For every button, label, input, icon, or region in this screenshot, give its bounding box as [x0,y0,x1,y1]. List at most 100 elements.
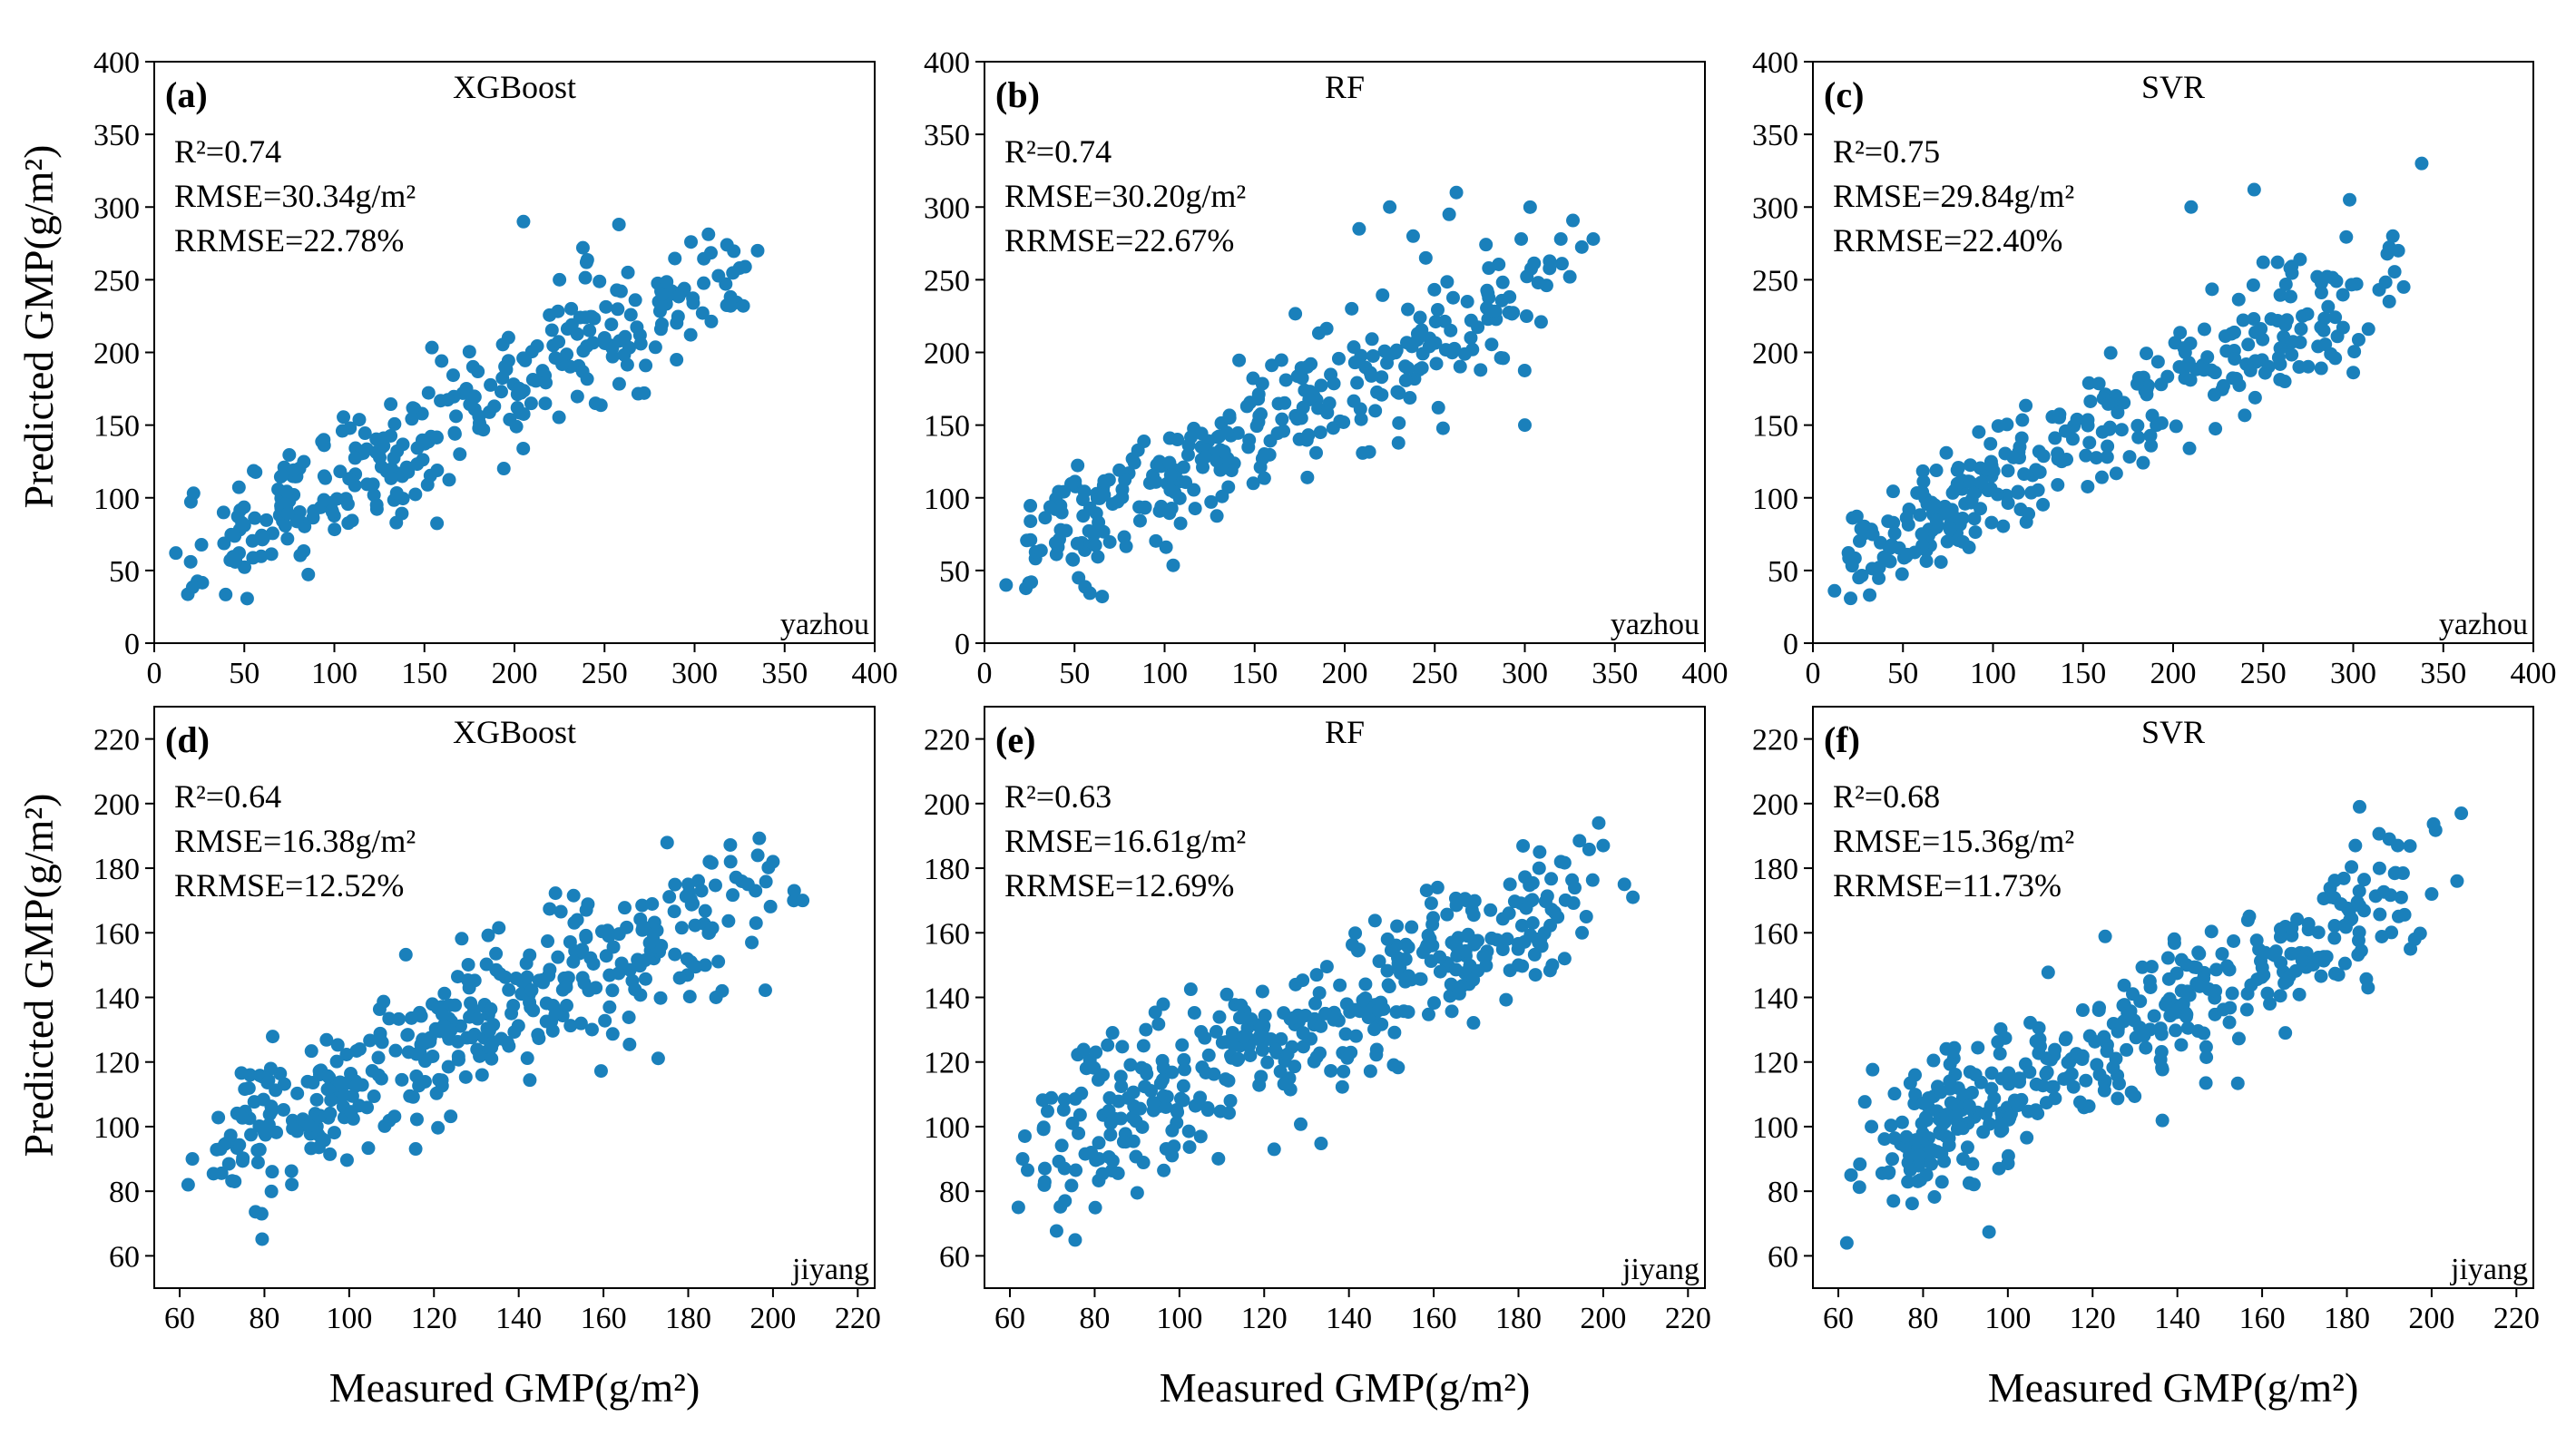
data-point [588,396,602,411]
data-point [1971,1040,1985,1055]
x-tick-label: 50 [1059,657,1090,690]
data-point [363,1033,377,1048]
data-point [630,320,644,335]
data-point [181,1177,195,1192]
data-point [581,897,595,912]
data-point [1116,1135,1131,1149]
data-point [1872,571,1886,585]
data-point [1445,935,1459,950]
stat-line: R²=0.74 [174,133,281,170]
data-point [382,1011,397,1026]
data-point [1280,1047,1295,1061]
data-point [495,337,510,352]
data-point [593,1064,608,1079]
x-tick-label: 400 [2511,657,2557,690]
stat-line: R²=0.63 [1004,778,1112,815]
data-point [2273,288,2287,302]
data-point [1877,1132,1892,1147]
data-point [2388,865,2403,880]
data-point [459,381,474,396]
data-point [260,513,274,527]
data-point [726,888,740,903]
data-point [1151,1017,1166,1031]
data-point [1464,313,1478,327]
data-point [2320,269,2335,284]
y-tick-label: 400 [1752,46,1798,80]
data-point [2348,838,2363,853]
data-point [410,457,425,472]
data-point [1845,559,1859,573]
data-point [1503,289,1517,304]
y-tick-label: 180 [93,853,140,886]
data-point [263,1061,278,1076]
data-point [1350,376,1365,390]
data-point [2209,422,2223,436]
data-point [276,1102,290,1117]
data-point [520,1051,534,1066]
data-point [2205,282,2219,297]
data-point [711,269,726,283]
data-point [2337,956,2352,971]
data-point [496,462,511,476]
data-point [1499,992,1513,1007]
data-point [667,904,681,919]
y-tick-label: 300 [93,191,140,225]
data-point [2285,921,2299,935]
data-point [519,956,534,971]
x-tick-label: 150 [2060,657,2106,690]
data-point [584,1022,599,1037]
data-point [410,441,425,455]
data-point [2111,1019,2125,1033]
data-point [1255,1042,1269,1057]
data-point [429,430,444,444]
data-point [1095,590,1110,604]
data-point [763,899,778,913]
data-point [2075,1003,2090,1018]
data-point [275,468,289,483]
data-point [2079,1073,2093,1088]
data-point [444,1109,458,1124]
data-point [1899,511,1914,525]
data-point [1132,500,1147,514]
data-point [573,1016,588,1031]
data-point [2101,439,2115,454]
data-point [2051,478,2065,493]
x-axis-title-middle: Measured GMP(g/m²) [1160,1364,1531,1411]
data-point [418,1036,433,1050]
data-point [2239,1002,2254,1017]
data-point [1380,963,1395,978]
data-point [1389,343,1404,357]
data-point [2231,1031,2246,1046]
data-point [352,413,367,427]
data-point [1253,460,1268,474]
data-point [1278,373,1293,387]
data-point [2130,418,2145,433]
data-point [1337,415,1351,429]
data-point [1210,454,1224,468]
data-point [1532,861,1546,875]
x-tick-label: 120 [2070,1302,2116,1335]
data-point [623,308,638,322]
data-point [622,1037,637,1051]
data-point [1273,1064,1288,1079]
data-point [2270,314,2285,328]
data-point [553,272,567,287]
data-point [266,1030,280,1044]
data-point [2351,933,2365,948]
panel-5: 60 80 100 120 140 160 180 200 220 60 80 100 120 140 16… [1752,706,2540,1335]
data-point [1198,450,1212,464]
data-point [447,425,462,440]
data-point [1502,306,1516,320]
data-point [442,473,456,487]
data-point [320,1069,335,1083]
data-point [229,552,243,567]
data-point [1082,586,1097,601]
data-point [611,302,625,317]
data-point [1392,415,1406,430]
data-point [2273,341,2287,356]
data-point [290,1086,305,1100]
data-point [1940,534,1954,549]
data-point [1531,276,1545,290]
data-point [1024,514,1038,529]
data-point [1119,539,1133,553]
